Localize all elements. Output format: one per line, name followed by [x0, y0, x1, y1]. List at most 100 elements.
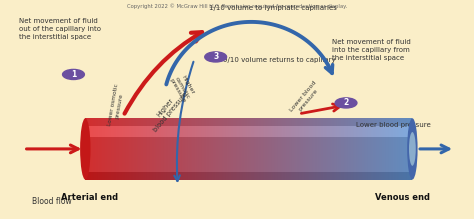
Bar	[88, 172, 89, 180]
Bar	[128, 118, 129, 180]
Bar	[377, 126, 378, 137]
Bar	[345, 126, 346, 137]
Bar	[340, 118, 341, 180]
Bar	[255, 118, 256, 180]
Bar	[373, 118, 374, 180]
Bar	[102, 172, 103, 180]
Bar	[173, 118, 174, 180]
Bar	[257, 172, 258, 180]
Bar	[170, 172, 171, 180]
Bar	[129, 172, 130, 180]
Bar	[293, 118, 294, 180]
Bar	[183, 118, 184, 180]
Bar	[345, 118, 346, 180]
Bar	[328, 126, 329, 137]
Bar	[234, 172, 235, 180]
Bar	[272, 118, 273, 180]
Bar	[289, 172, 290, 180]
Bar	[371, 172, 372, 180]
Bar	[280, 118, 281, 180]
Bar	[313, 172, 314, 180]
Bar	[120, 118, 121, 180]
Bar	[371, 126, 372, 137]
Bar	[181, 172, 182, 180]
Bar	[378, 126, 379, 137]
Bar	[325, 172, 326, 180]
Bar	[378, 172, 379, 180]
Bar	[311, 118, 312, 180]
Bar	[147, 172, 148, 180]
Bar	[285, 118, 286, 180]
Bar	[197, 126, 198, 137]
Bar	[312, 126, 313, 137]
Bar	[383, 172, 384, 180]
Bar	[173, 126, 174, 137]
Bar	[242, 126, 243, 137]
Bar	[332, 118, 333, 180]
Bar	[333, 118, 334, 180]
Bar	[254, 118, 255, 180]
Bar	[162, 126, 163, 137]
Bar	[134, 172, 135, 180]
Bar	[326, 118, 327, 180]
Bar	[147, 126, 148, 137]
Bar	[214, 118, 215, 180]
Bar	[377, 172, 378, 180]
Bar	[384, 126, 385, 137]
Bar	[98, 118, 99, 180]
Bar	[207, 172, 208, 180]
Bar	[218, 126, 219, 137]
Bar	[381, 126, 382, 137]
Bar	[196, 126, 197, 137]
Bar	[168, 118, 169, 180]
Bar	[301, 172, 302, 180]
Bar	[100, 118, 101, 180]
Bar	[245, 118, 246, 180]
Bar	[214, 126, 215, 137]
Bar	[188, 172, 189, 180]
Bar	[347, 118, 348, 180]
Bar	[330, 126, 331, 137]
Bar	[390, 118, 391, 180]
Bar	[351, 126, 352, 137]
Bar	[227, 172, 228, 180]
Bar	[296, 118, 297, 180]
Bar	[228, 118, 229, 180]
Bar	[407, 126, 408, 137]
Bar	[94, 172, 95, 180]
Bar	[384, 172, 385, 180]
Bar	[356, 118, 357, 180]
Bar	[124, 126, 125, 137]
Bar	[298, 126, 299, 137]
Bar	[398, 172, 399, 180]
Bar	[142, 126, 143, 137]
Bar	[152, 118, 153, 180]
Bar	[233, 172, 234, 180]
Bar	[334, 118, 335, 180]
Text: 2: 2	[343, 98, 349, 108]
Bar	[210, 126, 211, 137]
Bar	[149, 118, 150, 180]
Bar	[172, 172, 173, 180]
Bar	[236, 126, 237, 137]
Bar	[137, 172, 138, 180]
Bar	[333, 126, 334, 137]
Bar	[243, 172, 244, 180]
Bar	[136, 118, 137, 180]
Bar	[208, 118, 209, 180]
Bar	[329, 126, 330, 137]
Bar	[410, 118, 411, 180]
Bar	[104, 118, 105, 180]
Bar	[338, 126, 339, 137]
Bar	[317, 172, 318, 180]
Bar	[352, 126, 353, 137]
Bar	[227, 118, 228, 180]
Bar	[368, 172, 369, 180]
Bar	[140, 172, 141, 180]
Bar	[395, 172, 396, 180]
Bar	[349, 118, 350, 180]
Bar	[404, 118, 405, 180]
Bar	[261, 172, 262, 180]
Bar	[349, 172, 350, 180]
Bar	[298, 118, 299, 180]
